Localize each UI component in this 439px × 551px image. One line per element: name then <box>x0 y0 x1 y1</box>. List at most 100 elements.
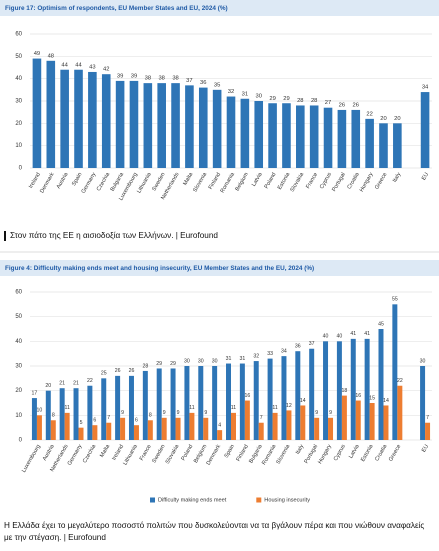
value-label: 20 <box>45 383 51 389</box>
value-label: 9 <box>329 410 332 416</box>
bar <box>393 123 402 168</box>
value-label: 11 <box>231 405 236 411</box>
value-label: 55 <box>392 297 398 303</box>
bar <box>31 398 37 440</box>
bar <box>129 80 139 168</box>
bar <box>420 92 430 168</box>
bar <box>254 101 264 168</box>
value-label: 12 <box>286 403 292 409</box>
x-tick-label: Romania <box>220 171 237 194</box>
bar <box>115 80 125 168</box>
value-label: 7 <box>107 415 110 421</box>
bar <box>212 89 222 168</box>
legend-label: Difficulty making ends meet <box>158 497 227 503</box>
value-label: 9 <box>163 410 166 416</box>
value-label: 38 <box>145 76 151 82</box>
y-tick-label: 50 <box>15 314 22 320</box>
x-tick-label: Poland <box>264 172 278 190</box>
value-label: 11 <box>272 405 277 411</box>
value-label: 20 <box>380 116 386 122</box>
x-tick-label: Spain <box>224 444 236 459</box>
x-tick-label: Slovenia <box>276 443 292 465</box>
bar <box>175 417 181 440</box>
bar <box>258 422 264 440</box>
value-label: 34 <box>281 349 287 355</box>
value-label: 9 <box>121 410 124 416</box>
value-label: 40 <box>337 334 343 340</box>
x-tick-label: Lithuania <box>122 443 139 466</box>
bar <box>392 304 398 440</box>
value-label: 37 <box>186 78 192 84</box>
bar <box>355 400 361 440</box>
bar <box>120 417 126 440</box>
x-tick-label: Hungary <box>317 444 333 465</box>
x-tick-label: Portugal <box>331 172 347 193</box>
value-label: 21 <box>59 381 65 387</box>
chart-title: Figure 4: Difficulty making ends meet an… <box>5 265 314 272</box>
y-tick-label: 10 <box>15 413 22 419</box>
y-tick-label: 30 <box>15 99 22 105</box>
value-label: 32 <box>228 89 234 95</box>
value-label: 44 <box>61 62 68 68</box>
value-label: 22 <box>397 378 403 384</box>
x-tick-label: Finland <box>208 172 222 191</box>
value-label: 10 <box>37 408 43 414</box>
bar <box>50 420 56 440</box>
value-label: 17 <box>32 390 38 396</box>
value-label: 27 <box>325 100 331 106</box>
bar <box>157 83 166 168</box>
value-label: 6 <box>135 418 138 424</box>
bar <box>309 348 315 440</box>
value-label: 11 <box>64 405 69 411</box>
value-label: 9 <box>177 410 180 416</box>
x-tick-label: Poland <box>181 444 195 462</box>
x-tick-label: Malta <box>99 443 111 459</box>
value-label: 25 <box>101 371 107 377</box>
bar <box>198 366 204 440</box>
value-label: 30 <box>184 358 190 364</box>
bar <box>309 105 319 168</box>
y-tick-label: 20 <box>15 388 22 394</box>
bar <box>212 366 218 440</box>
x-tick-label: Latvia <box>348 443 361 460</box>
bar <box>92 425 98 440</box>
y-tick-label: 30 <box>15 364 22 370</box>
value-label: 42 <box>103 67 109 73</box>
bar <box>268 103 277 168</box>
bar <box>87 385 93 440</box>
x-tick-label: France <box>305 172 319 190</box>
bar <box>161 417 167 440</box>
bar <box>323 341 329 440</box>
bar <box>184 366 190 440</box>
value-label: 38 <box>158 76 164 82</box>
value-label: 14 <box>383 398 389 404</box>
value-label: 29 <box>156 361 162 367</box>
title-bar <box>0 260 439 276</box>
bar <box>244 400 250 440</box>
bar <box>337 109 347 168</box>
y-tick-label: 60 <box>15 290 22 296</box>
x-tick-label: Finland <box>236 444 250 463</box>
value-label: 30 <box>212 358 218 364</box>
bar <box>170 368 176 440</box>
value-label: 15 <box>369 395 375 401</box>
value-label: 21 <box>73 381 79 387</box>
bar <box>115 375 121 440</box>
y-tick-label: 20 <box>15 121 22 127</box>
bar <box>420 366 426 440</box>
value-label: 16 <box>244 393 250 399</box>
bar <box>74 69 83 168</box>
bar <box>143 83 153 168</box>
x-tick-label: Ireland <box>28 172 42 190</box>
bar <box>378 329 384 440</box>
value-label: 39 <box>117 73 123 79</box>
bar <box>240 98 250 168</box>
bar <box>425 422 431 440</box>
x-tick-label: Croatia <box>347 171 362 190</box>
x-tick-label: Estonia <box>360 443 375 463</box>
value-label: 41 <box>364 331 370 337</box>
bar <box>156 368 162 440</box>
bar <box>32 58 42 168</box>
value-label: 41 <box>350 331 356 337</box>
